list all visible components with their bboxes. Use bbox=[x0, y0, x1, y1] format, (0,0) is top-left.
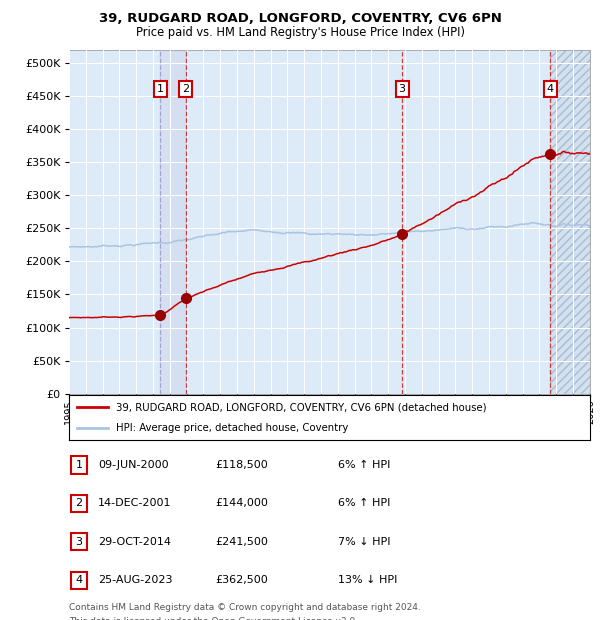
Bar bbox=[71, 495, 87, 512]
Text: 4: 4 bbox=[547, 84, 554, 94]
Text: 25-AUG-2023: 25-AUG-2023 bbox=[98, 575, 172, 585]
Text: 3: 3 bbox=[398, 84, 406, 94]
Bar bbox=[71, 572, 87, 589]
Text: 1: 1 bbox=[76, 460, 82, 470]
Text: 1: 1 bbox=[157, 84, 164, 94]
Text: £118,500: £118,500 bbox=[215, 460, 268, 470]
Text: 2: 2 bbox=[76, 498, 82, 508]
Bar bbox=[550, 50, 590, 394]
Text: 39, RUDGARD ROAD, LONGFORD, COVENTRY, CV6 6PN (detached house): 39, RUDGARD ROAD, LONGFORD, COVENTRY, CV… bbox=[116, 402, 487, 412]
Text: 7% ↓ HPI: 7% ↓ HPI bbox=[338, 537, 391, 547]
Text: 6% ↑ HPI: 6% ↑ HPI bbox=[338, 460, 390, 470]
Text: 3: 3 bbox=[76, 537, 82, 547]
Bar bbox=[160, 50, 186, 394]
Text: 13% ↓ HPI: 13% ↓ HPI bbox=[338, 575, 397, 585]
Bar bbox=[71, 533, 87, 551]
Text: Contains HM Land Registry data © Crown copyright and database right 2024.: Contains HM Land Registry data © Crown c… bbox=[69, 603, 421, 612]
Text: Price paid vs. HM Land Registry's House Price Index (HPI): Price paid vs. HM Land Registry's House … bbox=[136, 26, 464, 39]
Text: 29-OCT-2014: 29-OCT-2014 bbox=[98, 537, 171, 547]
Text: 14-DEC-2001: 14-DEC-2001 bbox=[98, 498, 172, 508]
Text: 39, RUDGARD ROAD, LONGFORD, COVENTRY, CV6 6PN: 39, RUDGARD ROAD, LONGFORD, COVENTRY, CV… bbox=[98, 12, 502, 25]
Text: This data is licensed under the Open Government Licence v3.0.: This data is licensed under the Open Gov… bbox=[69, 617, 358, 620]
Text: 4: 4 bbox=[76, 575, 82, 585]
Text: £144,000: £144,000 bbox=[215, 498, 268, 508]
Text: £362,500: £362,500 bbox=[215, 575, 268, 585]
Text: 09-JUN-2000: 09-JUN-2000 bbox=[98, 460, 169, 470]
Text: £241,500: £241,500 bbox=[215, 537, 268, 547]
Text: 6% ↑ HPI: 6% ↑ HPI bbox=[338, 498, 390, 508]
Bar bbox=[550, 50, 590, 394]
Text: HPI: Average price, detached house, Coventry: HPI: Average price, detached house, Cove… bbox=[116, 422, 348, 433]
Bar bbox=[71, 456, 87, 474]
Text: 2: 2 bbox=[182, 84, 190, 94]
